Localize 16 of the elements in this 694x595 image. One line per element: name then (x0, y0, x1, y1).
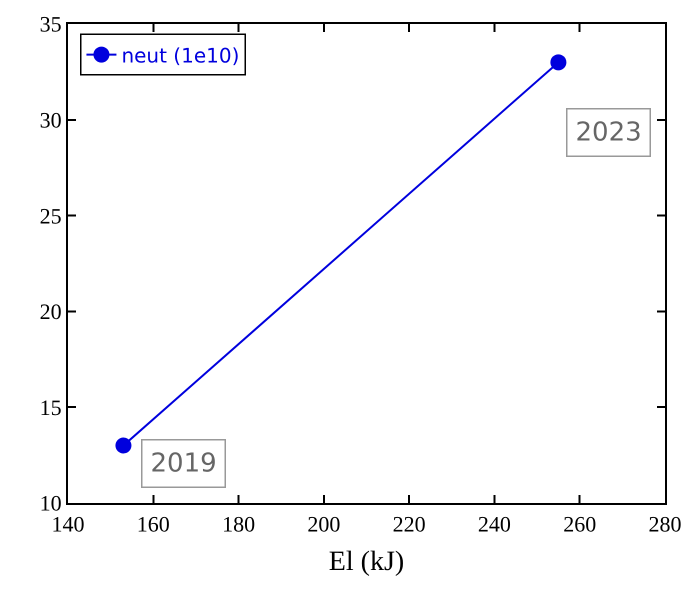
y-tick-label: 25 (40, 203, 62, 228)
x-tick-label: 200 (307, 511, 340, 536)
annotation: 2023 (576, 118, 642, 148)
x-tick-label: 180 (222, 511, 256, 536)
x-tick-label: 220 (392, 511, 426, 536)
x-tick-label: 280 (648, 511, 682, 536)
annotation: 2019 (150, 448, 217, 478)
y-tick-label: 15 (40, 394, 62, 420)
y-tick-label: 30 (40, 108, 62, 132)
x-tick-label: 160 (136, 511, 170, 536)
legend-label: neut (1e10) (121, 43, 240, 68)
y-tick-label: 20 (40, 299, 62, 324)
y-tick-label: 35 (40, 12, 62, 37)
x-tick-label: 260 (563, 511, 596, 536)
x-tick-label: 240 (478, 511, 511, 536)
x-axis-title: El (kJ) (328, 546, 404, 577)
